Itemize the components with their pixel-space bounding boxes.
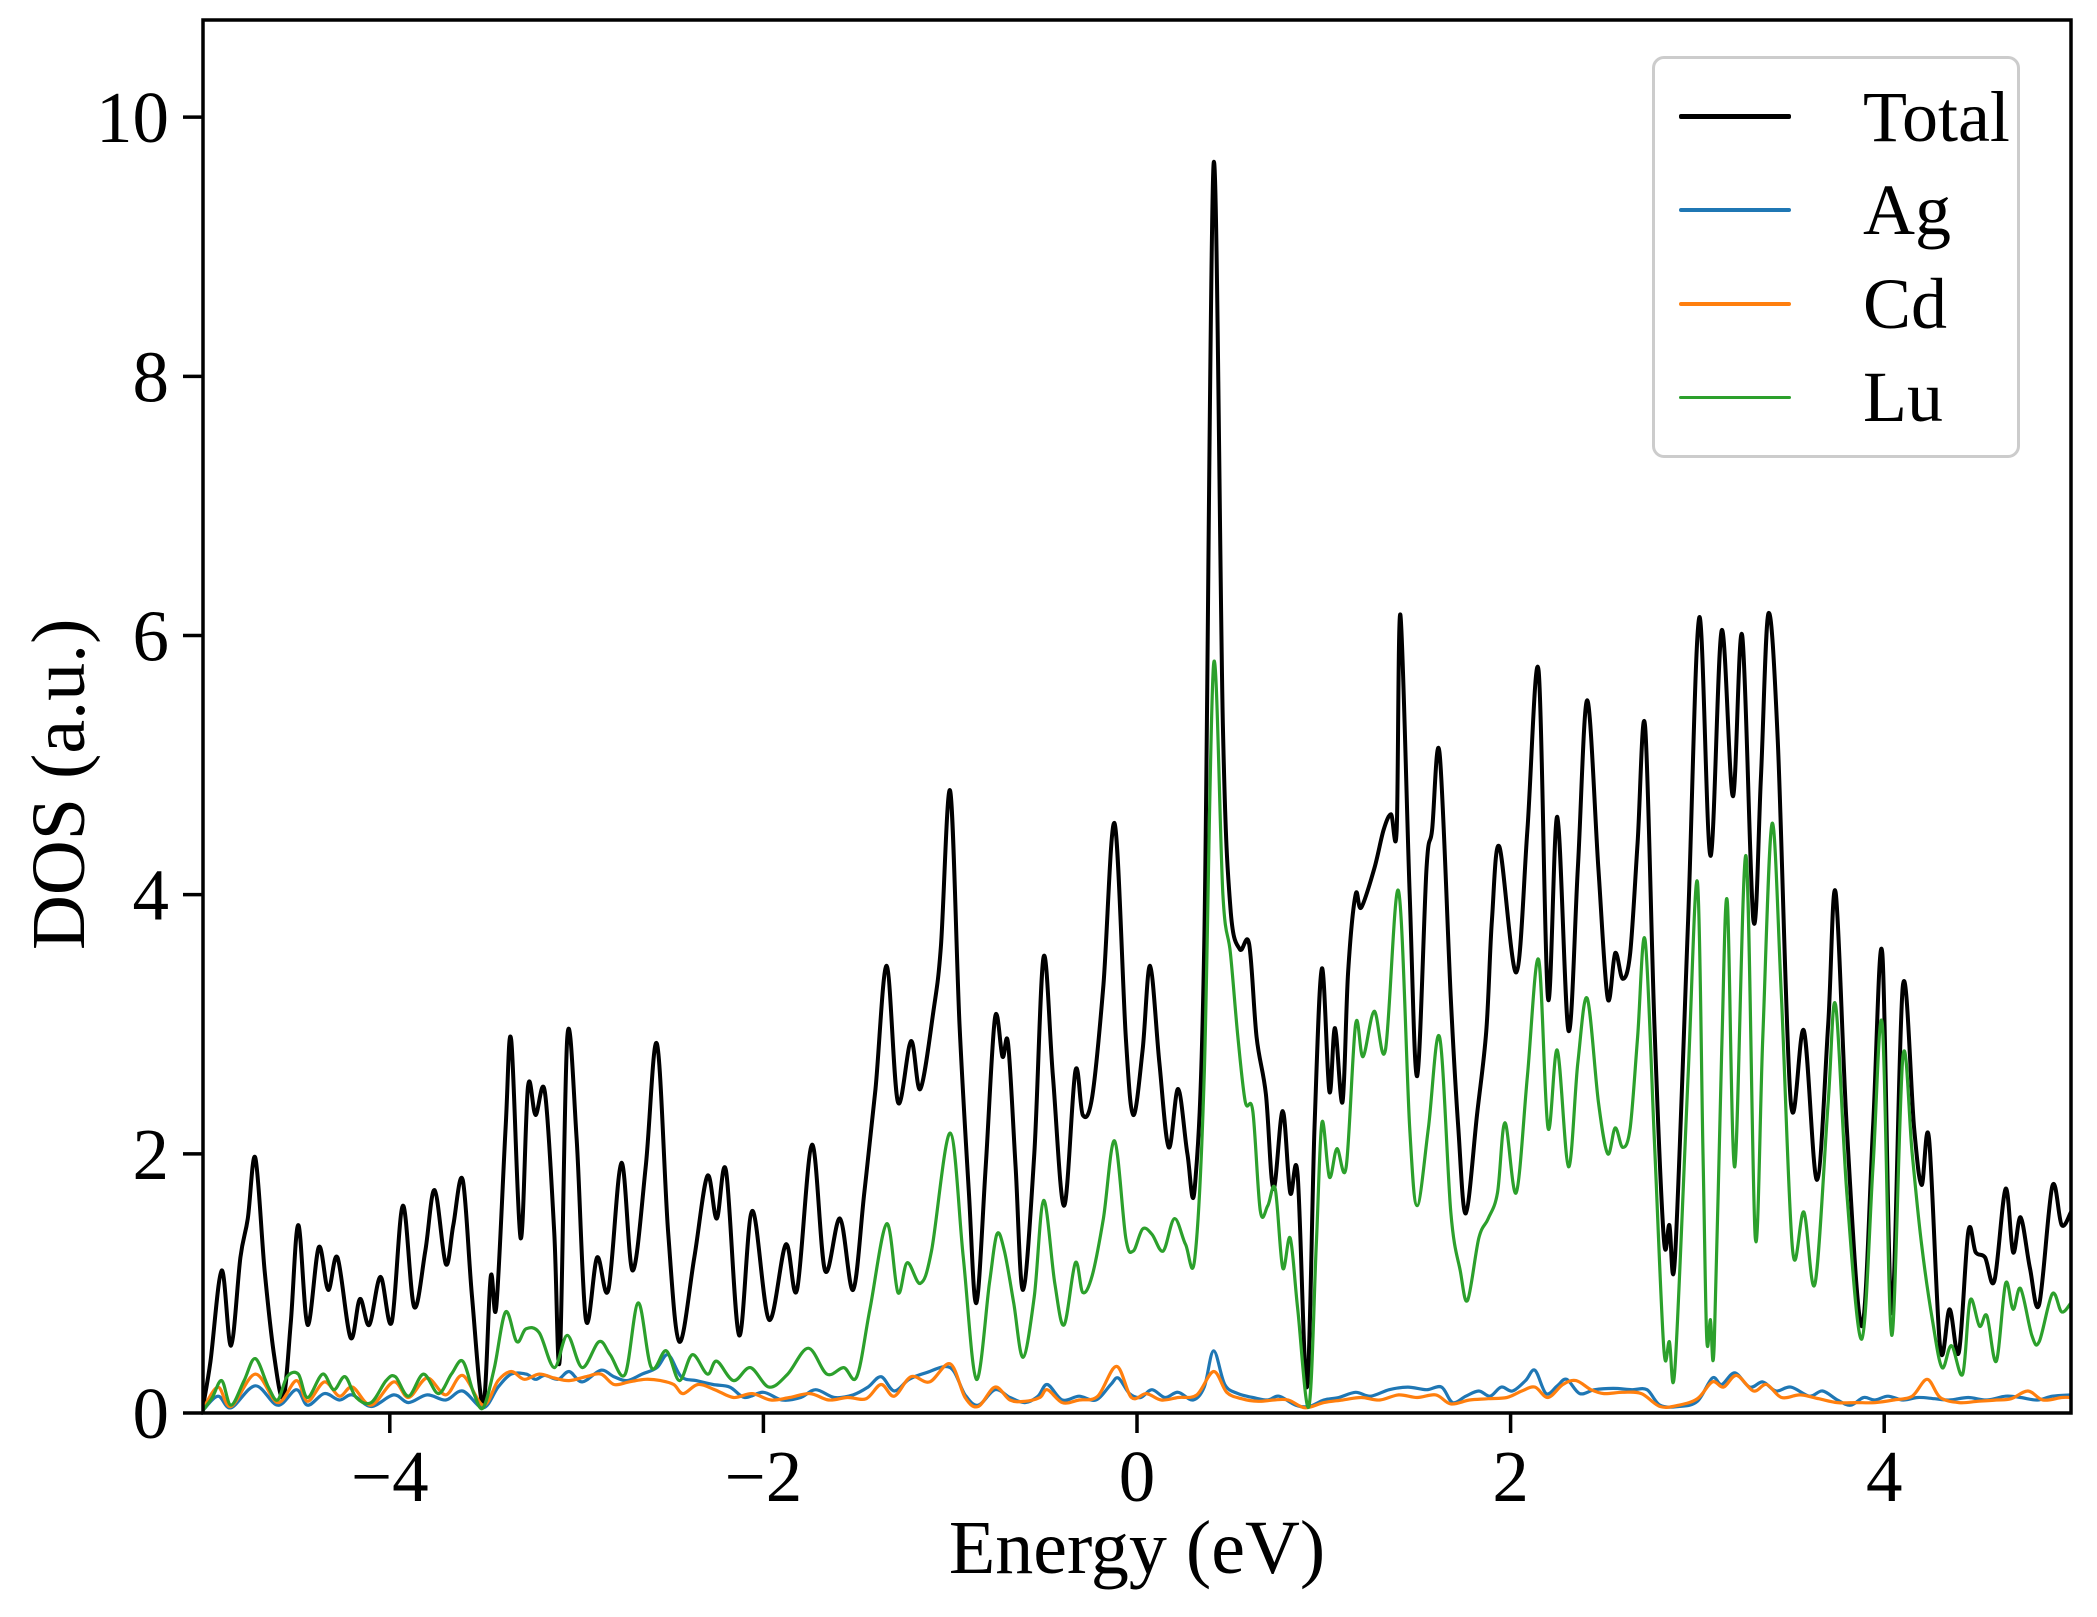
y-tick-label: 8 [133,336,170,417]
series-cd-line [203,1362,2071,1411]
x-tick-label: 0 [1119,1436,1156,1517]
legend-label-cd: Cd [1863,263,1948,344]
x-tick-label: −4 [351,1436,429,1517]
total-line-swatch [1679,114,1791,120]
legend: Total Ag Cd Lu [1652,56,2020,458]
cd-line-swatch [1679,302,1791,306]
lu-line-swatch [1679,395,1791,400]
legend-item-total: Total [1655,81,2017,153]
series-total-line [203,159,2071,1409]
series-lu-line [203,659,2071,1412]
legend-label-total: Total [1863,76,2010,157]
x-tick-label: 4 [1866,1436,1903,1517]
y-tick-label: 2 [133,1114,170,1195]
legend-label-lu: Lu [1863,357,1943,438]
y-tick-label: 10 [96,77,169,158]
y-tick-label: 4 [133,855,170,936]
y-axis-label: DOS (a.u.) [17,618,101,950]
ag-line-swatch [1679,208,1791,212]
y-tick-label: 6 [133,596,170,677]
y-tick-label: 0 [133,1373,170,1454]
legend-item-cd: Cd [1655,268,2017,340]
x-tick-label: 2 [1492,1436,1529,1517]
x-axis-label: Energy (eV) [948,1506,1326,1590]
legend-item-ag: Ag [1655,174,2017,246]
x-tick-label: −2 [725,1436,803,1517]
legend-label-ag: Ag [1863,170,1951,251]
legend-item-lu: Lu [1655,361,2017,433]
